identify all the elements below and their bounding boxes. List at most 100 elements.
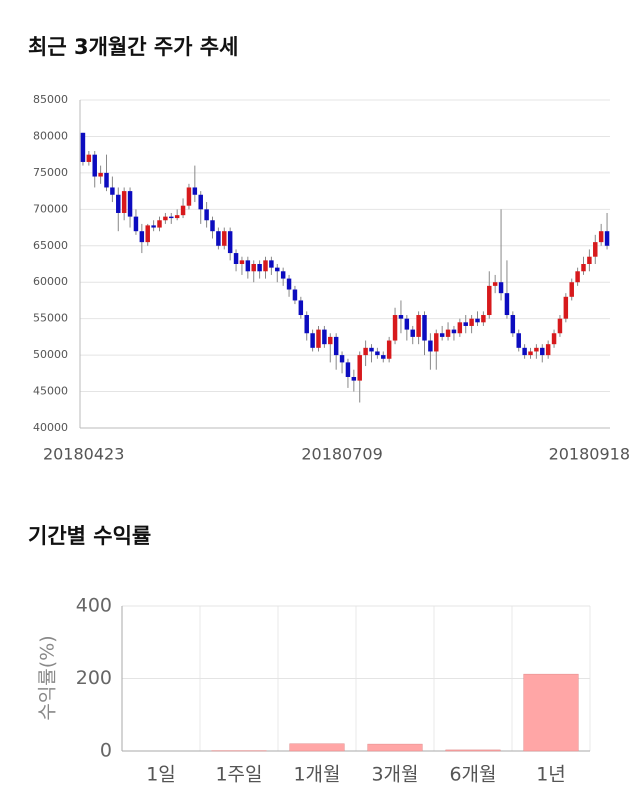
candle-body: [522, 347, 527, 356]
candle-body: [333, 336, 339, 356]
candle-body: [204, 209, 209, 221]
candle-body: [310, 333, 315, 348]
candle-body: [593, 242, 598, 257]
candle-body: [487, 285, 492, 316]
candle-body: [86, 154, 92, 162]
candle-body: [410, 329, 415, 337]
candle-body: [239, 260, 245, 264]
candle-body: [540, 347, 545, 356]
candle-body: [151, 225, 156, 228]
candle-body: [121, 191, 127, 213]
y-tick-label: 40000: [33, 421, 68, 434]
candle-body: [416, 315, 421, 337]
candle-body: [445, 329, 451, 337]
bar: [367, 743, 423, 752]
candle-body: [233, 253, 239, 264]
candle-body: [198, 194, 203, 210]
candle-body: [363, 347, 368, 356]
candle-body: [504, 293, 510, 316]
candle-body: [369, 347, 374, 352]
candle-body: [104, 172, 109, 188]
candle-body: [392, 315, 398, 341]
candle-body: [174, 215, 180, 219]
candle-body: [127, 191, 133, 217]
y-tick-label: 65000: [33, 239, 68, 252]
candle-body: [322, 329, 327, 345]
y-tick-label: 80000: [33, 129, 68, 142]
candle-body: [381, 355, 386, 359]
candle-body: [304, 315, 309, 334]
candle-body: [280, 271, 286, 279]
bar: [445, 749, 501, 752]
y-tick-label: 75000: [33, 166, 68, 179]
candle-body: [316, 329, 321, 348]
candle-body: [569, 282, 574, 297]
candle-body: [110, 187, 115, 195]
candle-body: [475, 318, 480, 323]
candle-body: [80, 132, 86, 162]
chart-title: 최근 3개월간 주가 추세: [28, 35, 238, 59]
x-tick-label: 1개월: [293, 764, 340, 786]
candle-body: [286, 278, 292, 290]
y-tick-label: 45000: [33, 385, 68, 398]
candle-body: [434, 333, 439, 352]
candle-body: [563, 296, 569, 319]
candle-body: [339, 355, 345, 363]
candle-body: [222, 231, 227, 246]
candle-body: [357, 355, 362, 381]
candle-body: [598, 231, 604, 243]
candle-body: [227, 231, 233, 254]
candle-body: [157, 220, 162, 228]
bar: [289, 743, 345, 752]
candle-body: [534, 347, 539, 352]
x-tick-label: 20180709: [301, 445, 382, 464]
y-tick-label: 60000: [33, 275, 68, 288]
candle-body: [481, 315, 486, 323]
candle-body: [545, 344, 551, 356]
candle-body: [251, 264, 256, 272]
x-tick-label: 20180918: [549, 445, 630, 464]
candle-body: [216, 231, 221, 246]
candle-body: [422, 315, 427, 341]
candle-body: [398, 315, 404, 319]
candle-body: [269, 260, 274, 268]
candle-body: [463, 322, 468, 326]
candle-body: [92, 154, 97, 177]
candle-body: [345, 362, 351, 377]
candle-body: [551, 333, 557, 345]
candle-body: [404, 318, 410, 330]
candle-body: [145, 225, 150, 243]
y-tick-label: 70000: [33, 202, 68, 215]
candle-body: [169, 216, 174, 219]
candle-body: [192, 187, 198, 195]
y-tick-label: 50000: [33, 348, 68, 361]
chart-title: 기간별 수익률: [28, 524, 151, 548]
candle-body: [375, 351, 380, 356]
candle-body: [516, 333, 521, 348]
y-axis-label: 수익률(%): [37, 635, 59, 720]
candle-body: [492, 282, 498, 286]
x-tick-label: 1일: [146, 764, 176, 786]
candle-body: [139, 231, 145, 243]
candle-body: [210, 220, 215, 232]
candle-body: [263, 260, 268, 272]
candle-body: [186, 187, 192, 206]
x-tick-label: 1주일: [215, 764, 262, 786]
candle-body: [351, 376, 357, 381]
candle-body: [575, 271, 580, 283]
candle-body: [510, 315, 516, 334]
y-tick-label: 55000: [33, 312, 68, 325]
candle-body: [457, 322, 463, 334]
candle-body: [275, 267, 280, 272]
x-tick-label: 1년: [536, 764, 566, 786]
x-tick-label: 6개월: [449, 764, 496, 786]
candle-body: [604, 231, 610, 246]
candle-body: [292, 289, 298, 301]
candle-body: [163, 216, 168, 221]
candle-body: [451, 329, 457, 334]
x-tick-label: 20180423: [43, 445, 124, 464]
candle-body: [498, 282, 504, 294]
candle-body: [328, 336, 333, 345]
candle-body: [581, 264, 586, 272]
